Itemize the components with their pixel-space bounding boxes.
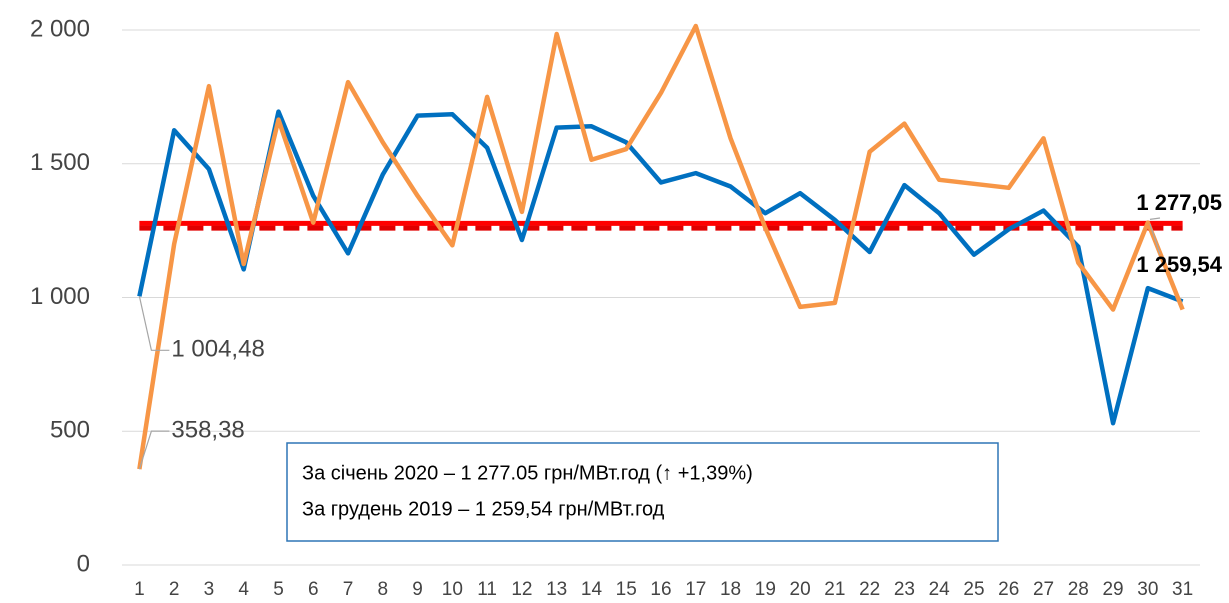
x-tick-label: 25 <box>963 579 984 600</box>
x-tick-label: 10 <box>442 579 463 600</box>
x-tick-label: 1 <box>134 579 145 600</box>
series-line <box>137 109 1184 426</box>
x-tick-label: 9 <box>412 579 423 600</box>
x-tick-label: 29 <box>1102 579 1123 600</box>
x-tick-label: 18 <box>720 579 741 600</box>
average-label: 1 277,05 <box>1136 190 1222 215</box>
x-tick-label: 5 <box>273 579 284 600</box>
x-tick-label: 3 <box>204 579 215 600</box>
average-label: 1 259,54 <box>1136 252 1222 277</box>
x-tick-label: 30 <box>1137 579 1158 600</box>
data-label: 358,38 <box>171 416 244 443</box>
note-box <box>286 442 999 542</box>
label-leader <box>138 296 170 351</box>
label-leader <box>1149 223 1161 255</box>
x-tick-label: 23 <box>894 579 915 600</box>
note-line: За січень 2020 – 1 277.05 грн/МВт.год (↑… <box>302 462 753 484</box>
x-tick-label: 16 <box>650 579 671 600</box>
x-tick-label: 17 <box>685 579 706 600</box>
x-tick-label: 13 <box>546 579 567 600</box>
x-tick-label: 20 <box>790 579 811 600</box>
data-label: 1 004,48 <box>171 336 264 363</box>
x-tick-label: 15 <box>616 579 637 600</box>
series-line <box>137 23 1185 470</box>
y-tick-label: 1 500 <box>30 149 90 176</box>
x-tick-label: 22 <box>859 579 880 600</box>
x-tick-label: 19 <box>755 579 776 600</box>
y-tick-label: 0 <box>77 550 90 577</box>
note-line: За грудень 2019 – 1 259,54 грн/МВт.год <box>302 498 665 520</box>
x-tick-label: 24 <box>929 579 951 600</box>
x-tick-label: 14 <box>581 579 603 600</box>
y-tick-label: 2 000 <box>30 15 90 42</box>
x-tick-label: 8 <box>378 579 389 600</box>
x-tick-label: 31 <box>1172 579 1193 600</box>
x-tick-label: 7 <box>343 579 354 600</box>
x-tick-label: 27 <box>1033 579 1054 600</box>
label-leader <box>1149 217 1161 220</box>
x-tick-label: 6 <box>308 579 319 600</box>
x-tick-label: 4 <box>238 579 249 600</box>
y-tick-label: 1 000 <box>30 283 90 310</box>
x-tick-label: 11 <box>477 579 497 600</box>
x-tick-label: 26 <box>998 579 1019 600</box>
label-leader <box>138 430 170 470</box>
x-tick-label: 21 <box>824 579 845 600</box>
x-tick-label: 12 <box>511 579 532 600</box>
y-tick-label: 500 <box>50 417 90 444</box>
x-tick-label: 2 <box>169 579 180 600</box>
x-tick-label: 28 <box>1068 579 1089 600</box>
